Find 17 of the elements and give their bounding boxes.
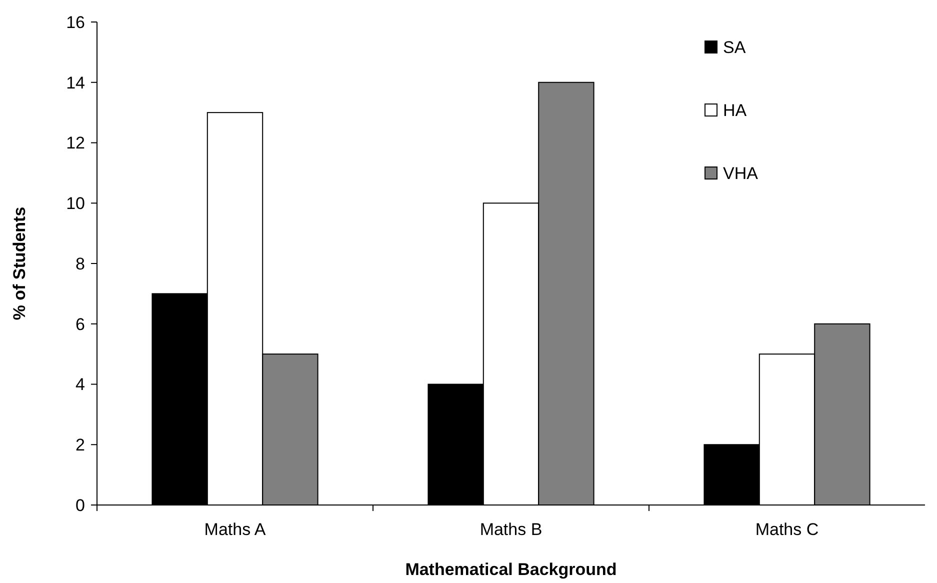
x-tick-label: Maths B bbox=[480, 520, 542, 539]
y-tick-label: 16 bbox=[66, 12, 85, 32]
x-tick-label: Maths A bbox=[204, 520, 266, 539]
x-axis-title: Mathematical Background bbox=[405, 560, 617, 579]
y-tick-label: 4 bbox=[76, 375, 85, 394]
legend-label: SA bbox=[723, 38, 746, 57]
y-tick-label: 14 bbox=[66, 73, 85, 92]
y-tick-label: 2 bbox=[76, 436, 85, 455]
x-tick-label: Maths C bbox=[755, 520, 819, 539]
y-tick-label: 0 bbox=[76, 496, 85, 515]
y-axis-title: % of Students bbox=[10, 206, 29, 320]
y-tick-label: 6 bbox=[76, 314, 85, 334]
legend-label: VHA bbox=[723, 164, 759, 183]
y-tick-label: 12 bbox=[66, 134, 85, 153]
y-tick-label: 10 bbox=[66, 194, 85, 214]
y-tick-label: 8 bbox=[76, 254, 85, 274]
legend-label: HA bbox=[723, 101, 748, 120]
